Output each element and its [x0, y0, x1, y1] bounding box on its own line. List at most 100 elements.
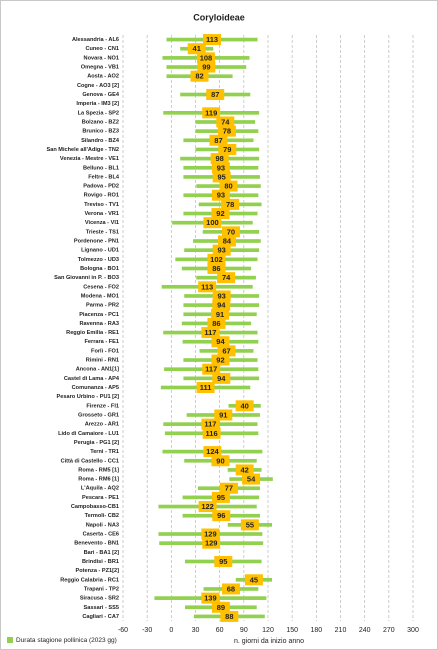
- chart-title: Coryloideae: [193, 12, 245, 22]
- data-label-box: [221, 226, 240, 238]
- legend-label: Durata stagione pollinica (2023 gg): [16, 637, 117, 644]
- offset-bar: [123, 248, 184, 252]
- y-tick-label: Brunico - BZ3: [82, 129, 119, 135]
- data-label-box: [211, 601, 230, 613]
- x-tick-label: -30: [142, 627, 152, 634]
- data-label-box: [217, 272, 236, 284]
- data-label: 80: [224, 182, 232, 191]
- y-tick-label: Silandro - BZ4: [81, 138, 120, 144]
- data-label: 119: [205, 108, 217, 117]
- y-tick-label: Forlì - FO1: [91, 348, 119, 354]
- data-label: 87: [214, 136, 222, 145]
- data-label: 88: [225, 612, 233, 621]
- data-label-box: [221, 583, 240, 595]
- offset-bar: [123, 303, 183, 307]
- y-tick-label: Pordenone - PN1: [74, 239, 119, 245]
- offset-bar: [123, 294, 184, 298]
- data-label-box: [217, 235, 236, 247]
- offset-bar: [123, 596, 154, 600]
- data-label-box: [206, 89, 225, 101]
- data-label-box: [221, 198, 240, 210]
- data-label: 89: [217, 603, 225, 612]
- data-label: 79: [223, 145, 231, 154]
- data-label: 68: [227, 584, 235, 593]
- offset-bar: [123, 532, 158, 536]
- y-tick-label: Pescara - PE1: [82, 495, 119, 501]
- offset-bar: [123, 239, 193, 243]
- offset-bar: [123, 377, 183, 381]
- y-tick-label: Cagliari - CA7: [82, 614, 119, 620]
- data-label-box: [202, 427, 221, 439]
- y-tick-label: Comunanza - AP5: [72, 385, 119, 391]
- data-label-box: [211, 455, 230, 467]
- y-tick-label: Lignano - UD1: [81, 248, 119, 254]
- data-label-box: [190, 70, 209, 82]
- data-label-box: [207, 317, 226, 329]
- data-label: 93: [217, 163, 225, 172]
- data-label: 113: [206, 35, 218, 44]
- y-tick-label: Cogne - AO3 [2]: [77, 83, 119, 89]
- offset-bar: [123, 340, 183, 344]
- data-label-box: [196, 382, 215, 394]
- data-label: 74: [221, 117, 230, 126]
- data-label-box: [242, 473, 261, 485]
- offset-bar: [123, 65, 167, 69]
- offset-bar: [123, 523, 228, 527]
- data-label-box: [219, 180, 238, 192]
- y-tick-label: Ferrara - FE1: [84, 339, 119, 345]
- y-tick-label: Reggio Emilia - RE1: [66, 330, 119, 336]
- offset-bar: [123, 322, 182, 326]
- data-label: 54: [247, 475, 256, 484]
- data-label-box: [235, 464, 254, 476]
- data-label-box: [212, 290, 231, 302]
- data-label: 117: [204, 420, 216, 429]
- data-label-box: [220, 610, 239, 622]
- y-tick-label: Aosta - AO2: [87, 74, 119, 80]
- data-label-box: [219, 482, 238, 494]
- data-label: 93: [218, 246, 226, 255]
- data-label-box: [217, 345, 236, 357]
- offset-bar: [123, 486, 198, 490]
- y-tick-label: Campobasso-CB1: [71, 504, 119, 510]
- y-tick-label: Roma - RM5 [1]: [78, 467, 119, 473]
- y-tick-label: Città di Castello - CC1: [61, 458, 119, 464]
- y-tick-label: Rovigo - RO1: [84, 193, 119, 199]
- data-label: 139: [204, 594, 217, 603]
- offset-bar: [123, 496, 183, 500]
- legend-swatch: [7, 637, 13, 643]
- offset-bar: [123, 221, 172, 225]
- data-label: 41: [193, 44, 201, 53]
- x-axis-title: n. giorni da inizio anno: [234, 638, 304, 645]
- y-tick-label: Piacenza - PC1: [79, 312, 119, 318]
- data-label-box: [197, 61, 216, 73]
- data-label-box: [210, 153, 229, 165]
- data-label: 113: [201, 282, 213, 291]
- y-tick-label: Reggio Calabria - RC1: [60, 577, 119, 583]
- x-tick-label: 0: [169, 627, 173, 634]
- x-tick-label: 240: [359, 627, 371, 634]
- y-tick-label: Siracusa - SR2: [80, 596, 119, 602]
- data-label: 84: [223, 237, 232, 246]
- offset-bar: [123, 285, 162, 289]
- offset-bar: [123, 514, 183, 518]
- offset-bar: [123, 605, 185, 609]
- y-tick-label: Castel di Lama - AP4: [64, 376, 120, 382]
- data-label: 98: [215, 154, 223, 163]
- y-tick-label: Cesena - FO2: [83, 284, 119, 290]
- y-tick-label: San Giovanni in P. - BO3: [54, 275, 119, 281]
- x-tick-label: -60: [118, 627, 128, 634]
- data-label: 86: [212, 319, 220, 328]
- offset-bar: [123, 56, 162, 60]
- y-tick-label: Omegna - VB1: [81, 65, 119, 71]
- offset-bar: [123, 267, 182, 271]
- data-label-box: [212, 244, 231, 256]
- offset-bar: [123, 166, 183, 170]
- offset-bar: [123, 312, 183, 316]
- data-label-box: [211, 189, 230, 201]
- data-label-box: [201, 418, 220, 430]
- data-label-box: [212, 171, 231, 183]
- y-tick-label: Potenza - PZ1[2]: [75, 568, 119, 574]
- x-tick-label: 210: [335, 627, 347, 634]
- x-tick-label: 270: [383, 627, 395, 634]
